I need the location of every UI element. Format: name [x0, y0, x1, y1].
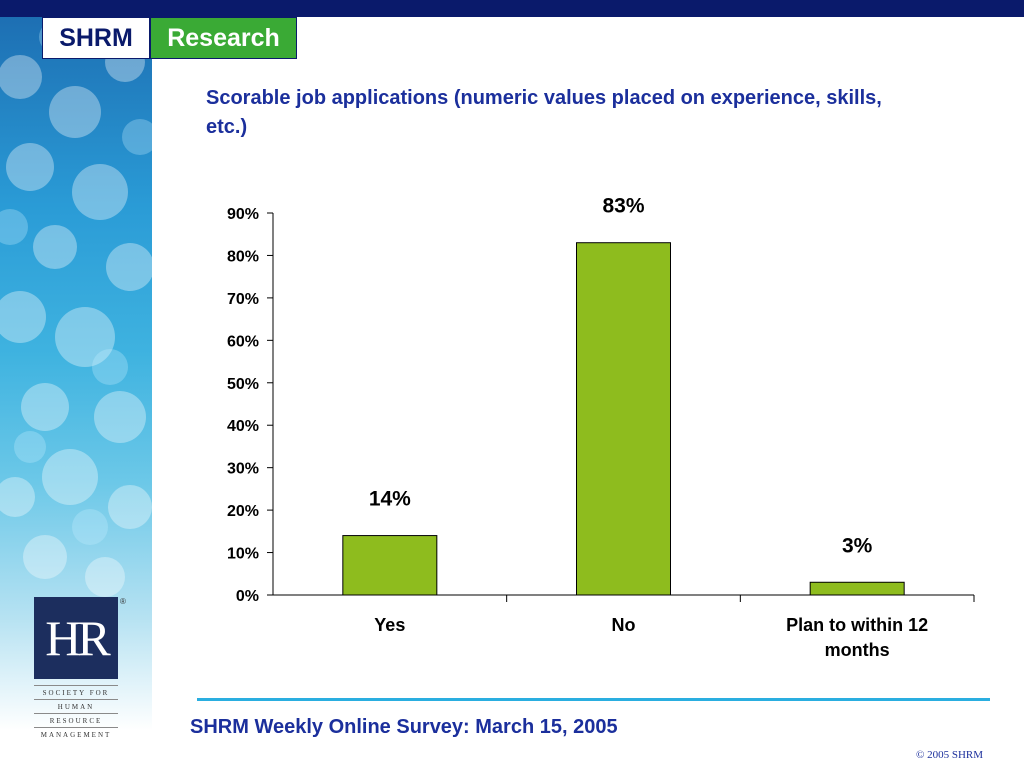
hr-society-logo: HR ® SOCIETY FOR HUMAN RESOURCE MANAGEME…	[34, 597, 126, 741]
y-tick-label: 0%	[236, 588, 259, 605]
hr-logo-line: HUMAN	[34, 699, 118, 713]
y-tick-label: 10%	[227, 546, 259, 563]
shrm-research-logo: SHRM Research	[42, 17, 297, 59]
data-label: 83%	[602, 195, 644, 218]
hr-initials: HR	[34, 597, 118, 679]
survey-footer: SHRM Weekly Online Survey: March 15, 200…	[190, 716, 618, 738]
copyright: © 2005 SHRM	[916, 749, 984, 761]
brand-research: Research	[150, 17, 297, 59]
y-tick-label: 40%	[227, 418, 259, 435]
y-tick-label: 80%	[227, 248, 259, 265]
y-tick-label: 30%	[227, 461, 259, 478]
y-tick-label: 50%	[227, 376, 259, 393]
bar	[576, 242, 671, 596]
hr-logo-line: SOCIETY FOR	[34, 685, 118, 699]
hr-logo-text: SOCIETY FOR HUMAN RESOURCE MANAGEMENT	[34, 685, 118, 741]
y-tick-label: 60%	[227, 333, 259, 350]
data-label: 14%	[369, 488, 411, 511]
decorative-side-panel	[0, 17, 152, 768]
footer-rule	[197, 698, 990, 701]
brand-shrm: SHRM	[42, 17, 150, 59]
registered-mark: ®	[120, 597, 126, 606]
x-tick-label: Plan to within 12 months	[786, 615, 928, 660]
data-label: 3%	[842, 534, 873, 557]
y-tick-label: 20%	[227, 503, 259, 520]
x-tick-label: No	[612, 615, 636, 635]
bar	[809, 581, 905, 596]
chart-title: Scorable job applications (numeric value…	[206, 87, 882, 138]
y-tick-label: 90%	[227, 206, 259, 223]
y-tick-label: 70%	[227, 291, 259, 308]
hr-logo-line: RESOURCE	[34, 713, 118, 727]
x-tick-label: Yes	[374, 615, 405, 635]
top-bar	[0, 0, 1024, 17]
bar	[342, 535, 438, 596]
bokeh-pattern	[0, 21, 152, 597]
hr-logo-line: MANAGEMENT	[34, 727, 118, 741]
